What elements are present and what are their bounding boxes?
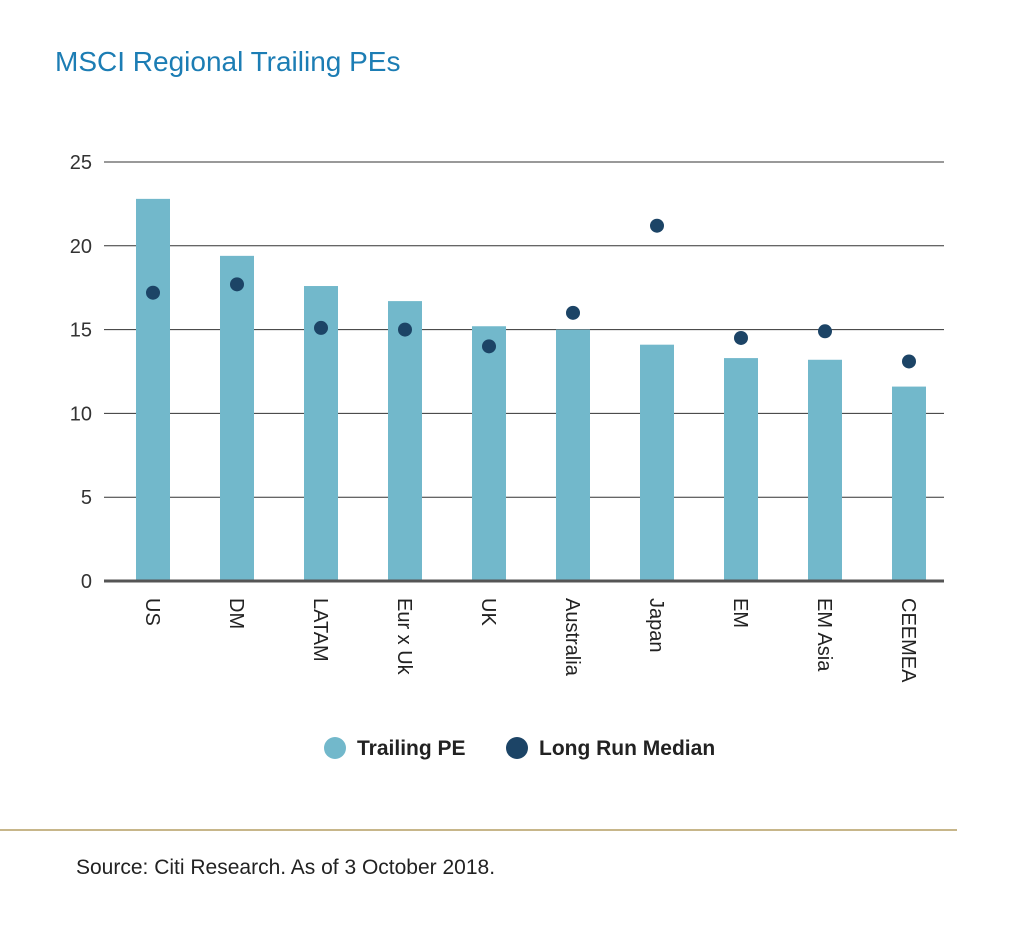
x-tick-label: LATAM [309,598,331,662]
bar-trailing-pe [808,359,842,581]
legend: Trailing PE Long Run Median [324,737,715,760]
y-tick-label: 5 [81,487,92,509]
bar-trailing-pe [388,301,422,581]
y-tick-label: 10 [70,403,92,425]
bar-trailing-pe [724,358,758,581]
x-axis-ticks: US DM LATAM Eur x Uk UK Australia Japan EM EM As… [141,598,919,683]
dot-long-run-median [734,330,748,345]
dot-long-run-median [482,339,496,354]
bar-trailing-pe [892,386,926,581]
source-note: Source: Citi Research. As of 3 October 2… [76,856,496,879]
chart-title: MSCI Regional Trailing PEs [55,46,401,77]
dot-long-run-median [818,324,832,339]
legend-swatch-trailing-pe [324,737,346,759]
bar-trailing-pe [556,329,590,581]
y-tick-label: 25 [70,152,92,174]
x-tick-label: EM Asia [813,598,835,672]
legend-swatch-long-run-median [506,737,528,759]
chart: 0 5 10 15 20 25 US DM LATAM Eur x Uk UK Australia J… [70,152,944,760]
dot-long-run-median [902,354,916,369]
bar-trailing-pe [220,255,254,581]
bar-trailing-pe [640,344,674,581]
bar-series [136,198,926,581]
x-tick-label: Australia [561,598,583,677]
y-axis-ticks: 0 5 10 15 20 25 [70,152,92,593]
x-tick-label: Eur x Uk [393,598,415,676]
y-tick-label: 20 [70,236,92,258]
bar-trailing-pe [472,326,506,581]
dot-long-run-median [650,218,664,233]
dot-long-run-median [146,285,160,300]
dot-long-run-median [230,277,244,292]
x-tick-label: CEEMEA [897,598,919,683]
x-tick-label: UK [477,598,499,626]
y-tick-label: 0 [81,571,92,593]
dot-series [146,218,916,369]
dot-long-run-median [398,322,412,337]
footer-divider [0,829,957,831]
bar-trailing-pe [136,198,170,581]
x-tick-label: EM [729,598,751,628]
legend-label-trailing-pe: Trailing PE [357,737,466,760]
x-tick-label: US [141,598,163,626]
dot-long-run-median [566,305,580,320]
x-tick-label: Japan [645,598,667,653]
x-tick-label: DM [225,598,247,629]
dot-long-run-median [314,320,328,335]
legend-label-long-run-median: Long Run Median [539,737,715,760]
y-tick-label: 15 [70,320,92,342]
bar-trailing-pe [304,286,338,581]
